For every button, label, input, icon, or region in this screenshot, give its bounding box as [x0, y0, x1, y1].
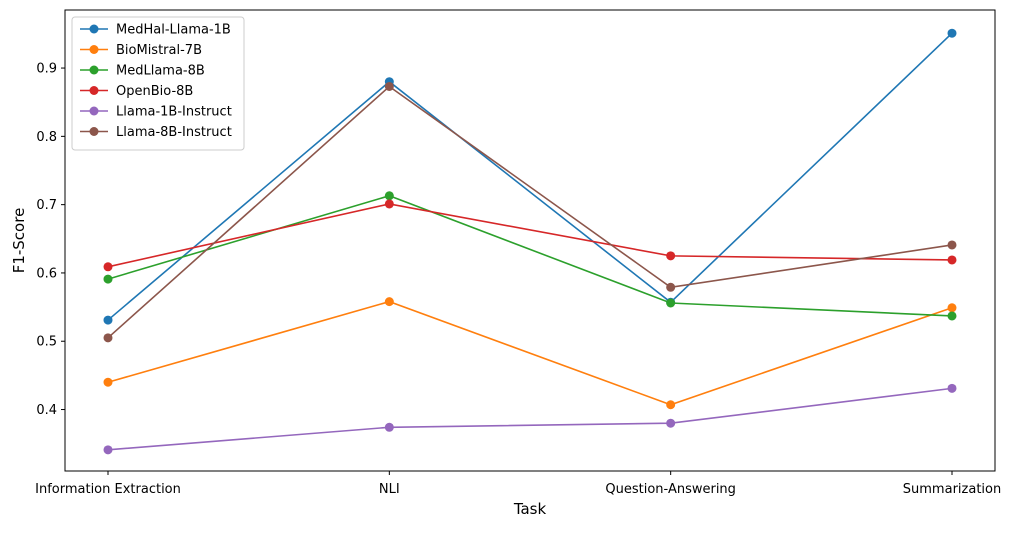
x-tick-label: Summarization	[903, 482, 1001, 497]
x-axis-title: Task	[513, 500, 547, 518]
legend-label: MedLlama-8B	[116, 64, 205, 79]
data-point	[103, 262, 113, 272]
data-point	[947, 240, 957, 250]
legend-item: Llama-1B-Instruct	[80, 105, 232, 120]
y-tick-label: 0.8	[36, 130, 57, 145]
series-openbio-8b	[103, 199, 957, 272]
legend-label: Llama-1B-Instruct	[116, 105, 232, 120]
data-point	[103, 274, 113, 284]
data-point	[103, 333, 113, 343]
plot-area-frame	[64, 9, 996, 472]
data-point	[103, 377, 113, 387]
legend-label: BioMistral-7B	[116, 43, 202, 58]
data-point	[666, 418, 676, 428]
data-point	[947, 255, 957, 265]
series-llama-1b-instruct	[103, 383, 957, 455]
legend-label: MedHal-Llama-1B	[116, 23, 231, 38]
legend-marker	[89, 24, 99, 34]
legend: MedHal-Llama-1B BioMistral-7B MedLlama-8B O…	[71, 16, 245, 151]
legend-label: Llama-8B-Instruct	[116, 125, 232, 140]
x-tick-label: Information Extraction	[35, 482, 181, 497]
data-point	[666, 282, 676, 292]
data-point	[384, 81, 394, 91]
y-axis-ticks: 0.4 0.5 0.6 0.7 0.8 0.9	[36, 62, 65, 418]
legend-box	[71, 16, 245, 151]
series-line	[107, 300, 953, 406]
series-line	[107, 203, 953, 268]
data-point	[103, 315, 113, 325]
legend-marker	[89, 86, 99, 95]
data-point	[384, 422, 394, 432]
legend-marker	[89, 106, 99, 116]
legend-item: OpenBio-8B	[80, 84, 193, 99]
series-lines	[103, 28, 957, 455]
legend-marker	[89, 65, 99, 75]
data-point	[947, 303, 957, 313]
y-tick-label: 0.5	[36, 335, 57, 350]
series-medllama-8b	[103, 191, 957, 321]
series-line	[107, 387, 953, 451]
legend-label: OpenBio-8B	[116, 84, 193, 99]
data-point	[666, 298, 676, 308]
legend-item: Llama-8B-Instruct	[80, 125, 232, 140]
y-tick-label: 0.6	[36, 266, 57, 281]
series-line	[107, 85, 953, 339]
y-tick-label: 0.9	[36, 62, 57, 77]
legend-item: MedHal-Llama-1B	[80, 23, 231, 38]
data-point	[384, 191, 394, 201]
legend-item: BioMistral-7B	[80, 43, 202, 58]
x-tick-label: NLI	[379, 482, 400, 497]
series-biomistral-7b	[103, 297, 957, 410]
series-llama-8b-instruct	[103, 81, 957, 343]
data-point	[666, 251, 676, 261]
series-line	[107, 32, 953, 321]
data-point	[947, 383, 957, 393]
x-axis-ticks: Information Extraction NLI Question-Answer…	[35, 471, 1001, 497]
y-axis-title: F1-Score	[10, 208, 28, 274]
x-tick-label: Question-Answering	[605, 482, 736, 497]
legend-marker	[89, 127, 99, 136]
series-line	[107, 194, 953, 317]
data-point	[384, 199, 394, 209]
legend-marker	[89, 45, 99, 54]
data-point	[947, 311, 957, 321]
data-point	[947, 28, 957, 38]
y-tick-label: 0.7	[36, 198, 57, 213]
data-point	[103, 445, 113, 455]
data-point	[384, 297, 394, 307]
y-tick-label: 0.4	[36, 403, 57, 418]
data-point	[666, 400, 676, 410]
legend-item: MedLlama-8B	[80, 64, 205, 79]
